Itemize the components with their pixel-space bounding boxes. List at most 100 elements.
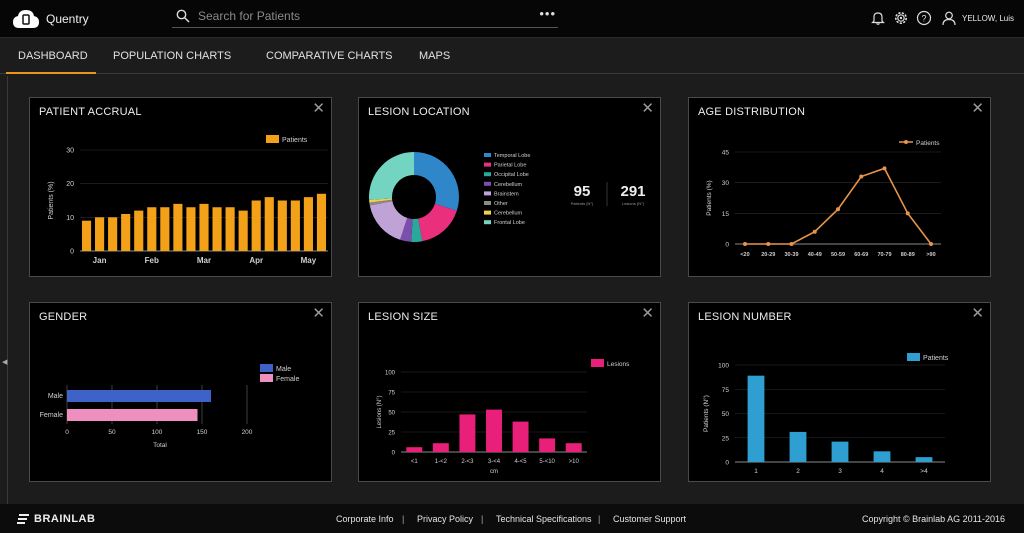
bar [747, 375, 765, 462]
x-tick-label: 80-89 [901, 252, 915, 258]
cloud-logo-icon[interactable] [12, 8, 40, 30]
stat-label: Lesions (N°) [622, 201, 645, 206]
bar [173, 203, 183, 251]
y-tick-label: 25 [388, 431, 395, 437]
legend-label: Female [276, 376, 299, 383]
search-bar[interactable]: ••• [172, 6, 558, 28]
legend-swatch [260, 364, 273, 372]
y-axis-label: Patients (%) [706, 180, 713, 215]
panel-title: AGE DISTRIBUTION [698, 106, 806, 118]
close-icon[interactable]: ✕ [641, 305, 654, 322]
x-tick-label: >10 [569, 459, 580, 465]
bar [406, 447, 423, 452]
user-name[interactable]: YELLOW, Luis [962, 14, 1015, 23]
data-point [859, 174, 864, 179]
x-tick-label: 0 [65, 429, 69, 436]
bar [789, 431, 807, 462]
y-tick-label: 75 [388, 391, 395, 397]
panel-title: PATIENT ACCRUAL [39, 106, 142, 118]
y-tick-label: 0 [725, 460, 729, 467]
close-icon[interactable]: ✕ [971, 305, 984, 322]
user-icon[interactable] [941, 10, 957, 26]
chevron-left-icon[interactable]: ◀ [2, 359, 8, 366]
x-tick-label: 1-<2 [435, 459, 448, 465]
tab-comparative-charts[interactable]: COMPARATIVE CHARTS [266, 50, 393, 62]
y-tick-label: 0 [725, 242, 729, 249]
data-point [743, 242, 747, 246]
sidebar-collapse-handle[interactable]: ◀ [0, 76, 8, 504]
panel-title: LESION NUMBER [698, 311, 792, 323]
y-tick-label: 0 [392, 451, 396, 457]
panel-lesion-number: 0 25 50 75 100 1 2 3 4 >4 Patients (N°) Patients LE… [688, 302, 991, 482]
legend-swatch [484, 201, 491, 205]
legend-label: Male [276, 366, 291, 373]
x-tick-label: 2 [796, 468, 800, 475]
tab-maps[interactable]: MAPS [419, 50, 451, 62]
y-tick-label: 0 [70, 249, 74, 256]
y-tick-label: 50 [722, 411, 730, 418]
legend-swatch [484, 181, 491, 186]
x-tick-label: 70-79 [877, 252, 891, 258]
footer-separator: | [598, 514, 601, 524]
y-tick-label: 30 [66, 148, 74, 155]
copyright: Copyright © Brainlab AG 2011-2016 [862, 514, 1006, 524]
more-options-icon[interactable]: ••• [539, 6, 556, 21]
legend-label: Patients [282, 137, 308, 144]
tab-dashboard[interactable]: DASHBOARD [18, 50, 88, 62]
legend-label: Cerebellum [494, 211, 523, 217]
footer-link-technical-specifications[interactable]: Technical Specifications [496, 514, 592, 524]
footer-separator: | [402, 514, 405, 524]
footer-link-privacy-policy[interactable]: Privacy Policy [417, 514, 474, 524]
x-tick-label: 4 [880, 468, 884, 475]
legend-swatch [484, 210, 491, 215]
y-tick-label: 10 [66, 215, 74, 222]
panel-title: LESION SIZE [368, 311, 439, 323]
x-tick-label: 3-<4 [488, 459, 501, 465]
x-tick-label: Feb [145, 256, 159, 265]
pie-slice [369, 199, 393, 206]
legend-label: Parietal Lobe [494, 163, 526, 169]
close-icon[interactable]: ✕ [312, 305, 325, 322]
search-input[interactable] [198, 8, 518, 24]
legend-label: Temporal Lobe [494, 153, 530, 159]
svg-text:?: ? [921, 14, 926, 24]
y-tick-label: 20 [66, 181, 74, 188]
footer-link-corporate-info[interactable]: Corporate Info [336, 514, 394, 524]
gear-icon[interactable] [893, 10, 909, 26]
y-tick-label: 30 [722, 180, 730, 187]
close-icon[interactable]: ✕ [641, 100, 654, 117]
bar [67, 409, 198, 421]
close-icon[interactable]: ✕ [971, 100, 984, 117]
bar [316, 193, 327, 251]
tab-population-charts[interactable]: POPULATION CHARTS [113, 50, 232, 62]
legend-label: Lesions [607, 361, 630, 368]
legend-swatch [904, 140, 908, 144]
bar [873, 451, 891, 462]
bar [108, 217, 118, 251]
age-distribution-chart: 0 15 30 45 <20 20-29 30-39 40-49 50-59 60-69 70-79… [706, 140, 941, 258]
bell-icon[interactable] [870, 10, 886, 26]
legend-swatch [484, 172, 491, 177]
pie-slice [369, 201, 408, 240]
close-icon[interactable]: ✕ [312, 100, 325, 117]
data-point [929, 242, 933, 246]
pie-slice [369, 198, 393, 203]
bar [81, 220, 92, 251]
panel-gender: 0 50 100 150 200 Male Female Total Male Female GE… [29, 302, 332, 482]
legend-swatch [484, 162, 491, 167]
legend-label: Cerebellum [494, 182, 523, 188]
panel-patient-accrual: 0 10 20 30 Patients (%) Jan Feb Mar Apr May Patien… [29, 97, 332, 277]
help-icon[interactable]: ? [916, 10, 932, 26]
bar [539, 438, 556, 452]
bar [264, 197, 274, 251]
legend-label: Frontal Lobe [494, 220, 525, 226]
footer-link-customer-support[interactable]: Customer Support [613, 514, 687, 524]
bar [290, 200, 300, 251]
legend-label: Patients [916, 140, 940, 147]
bar [147, 207, 157, 251]
data-point [836, 207, 840, 212]
legend-label: Other [494, 201, 508, 207]
pie-slice [369, 152, 414, 200]
panel-lesion-location: Temporal Lobe Parietal Lobe Occipital Lobe… [358, 97, 661, 277]
data-point [882, 166, 887, 171]
